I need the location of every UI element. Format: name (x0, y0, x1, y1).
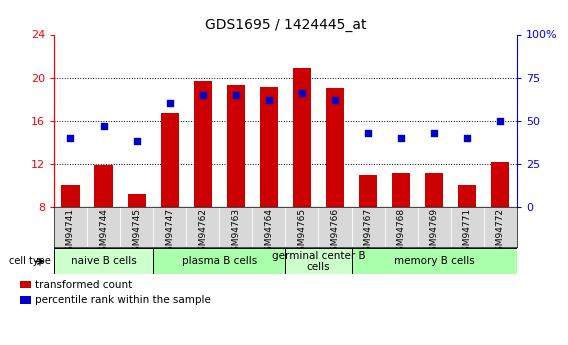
Bar (252, 207, 286, 247)
Bar (392, 172, 410, 207)
Point (396, 135, 406, 141)
Text: GSM94772: GSM94772 (496, 208, 505, 257)
Bar (359, 175, 377, 207)
Bar (326, 88, 344, 207)
Bar (425, 172, 443, 207)
Title: GDS1695 / 1424445_at: GDS1695 / 1424445_at (204, 18, 366, 32)
Text: GSM94762: GSM94762 (198, 208, 207, 257)
Text: GSM94745: GSM94745 (132, 208, 141, 257)
Bar (120, 207, 153, 247)
Bar (153, 207, 186, 247)
Text: GSM94765: GSM94765 (298, 208, 307, 257)
Bar (260, 87, 278, 207)
Text: GSM94741: GSM94741 (66, 208, 75, 257)
Bar (451, 207, 484, 247)
Text: transformed count: transformed count (35, 279, 132, 289)
Bar (153, 248, 285, 274)
Bar (286, 207, 319, 247)
Text: germinal center B
cells: germinal center B cells (272, 250, 365, 272)
Point (198, 92, 207, 98)
Point (66, 135, 75, 141)
Point (429, 130, 438, 136)
Text: memory B cells: memory B cells (394, 256, 475, 266)
Point (364, 130, 373, 136)
Bar (227, 85, 245, 207)
Text: GSM94763: GSM94763 (231, 208, 240, 257)
Bar (352, 248, 517, 274)
Text: cell type: cell type (9, 256, 51, 266)
Bar (94, 166, 112, 207)
Text: GSM94767: GSM94767 (364, 208, 373, 257)
Bar (61, 185, 80, 207)
Bar (87, 207, 120, 247)
Bar (186, 207, 219, 247)
Bar (20, 296, 31, 304)
Point (463, 135, 472, 141)
Bar (128, 194, 146, 207)
Text: GSM94769: GSM94769 (430, 208, 438, 257)
Bar (319, 207, 352, 247)
Point (99, 123, 108, 129)
Text: GSM94744: GSM94744 (99, 208, 108, 257)
Bar (194, 81, 212, 207)
Text: plasma B cells: plasma B cells (182, 256, 257, 266)
Text: GSM94768: GSM94768 (396, 208, 406, 257)
Point (165, 101, 174, 106)
Bar (54, 248, 153, 274)
Bar (458, 186, 477, 207)
Bar (54, 207, 87, 247)
Bar (352, 207, 385, 247)
Bar (293, 68, 311, 207)
Bar (491, 162, 509, 207)
Point (132, 139, 141, 144)
Text: GSM94747: GSM94747 (165, 208, 174, 257)
Point (331, 97, 340, 103)
Point (231, 92, 240, 98)
Text: GSM94766: GSM94766 (331, 208, 340, 257)
Bar (20, 281, 31, 288)
Point (298, 90, 307, 96)
Text: naive B cells: naive B cells (70, 256, 136, 266)
Bar (219, 207, 252, 247)
Point (496, 118, 505, 124)
Text: GSM94764: GSM94764 (264, 208, 273, 257)
Bar (417, 207, 451, 247)
Text: GSM94771: GSM94771 (463, 208, 472, 257)
Bar (286, 248, 352, 274)
Bar (484, 207, 517, 247)
Bar (385, 207, 417, 247)
Text: percentile rank within the sample: percentile rank within the sample (35, 295, 211, 305)
Bar (161, 113, 179, 207)
Point (264, 97, 273, 103)
